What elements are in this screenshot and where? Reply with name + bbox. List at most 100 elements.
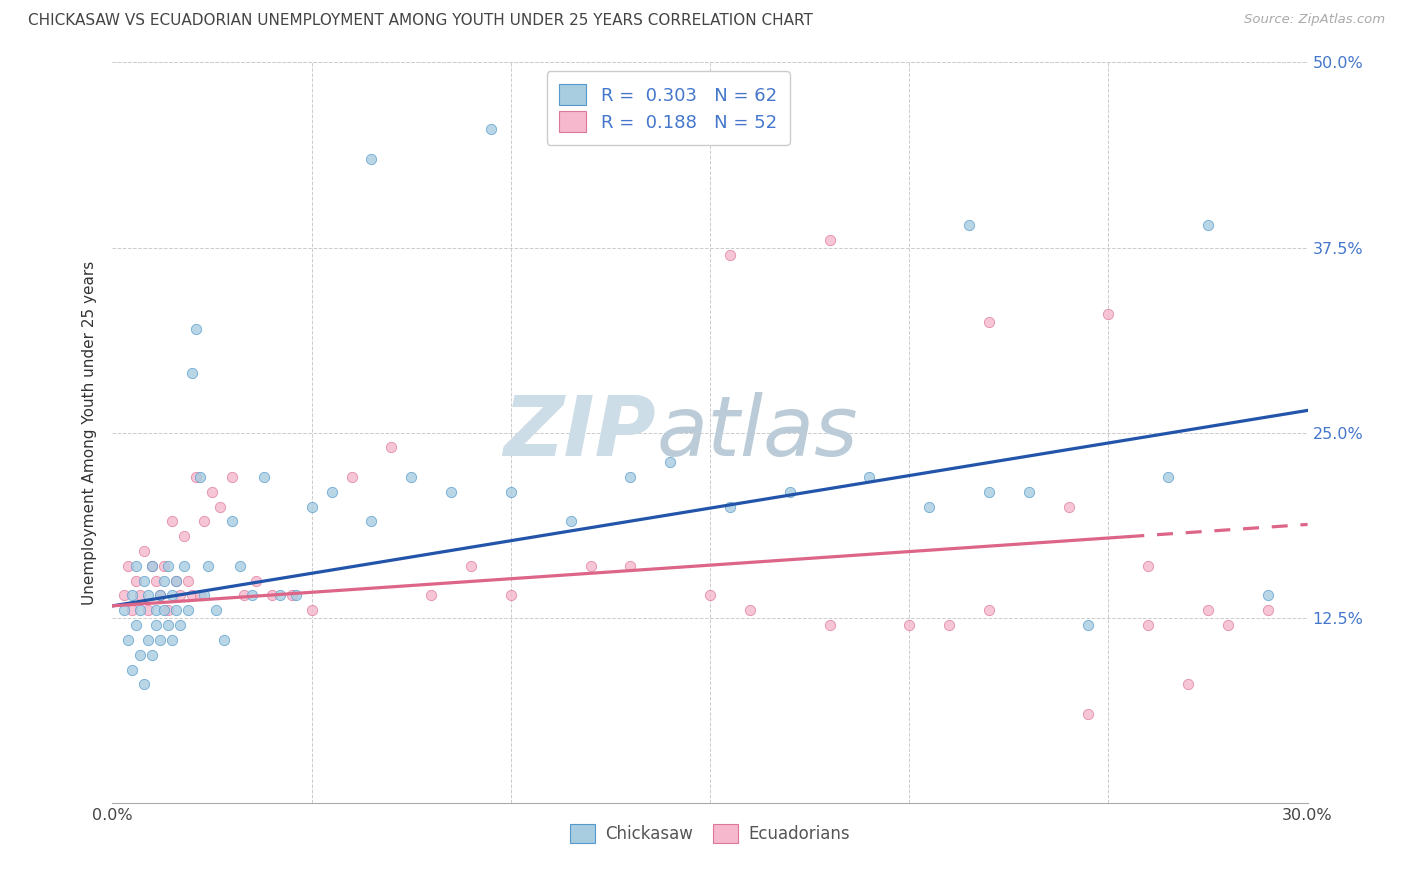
Point [138, 632, 160, 647]
Point [153, 558, 176, 573]
Point [149, 632, 172, 647]
Point [240, 589, 263, 603]
Point [129, 648, 152, 662]
Point [977, 314, 1000, 328]
Point [1197, 603, 1219, 617]
Point [162, 515, 183, 529]
Point [229, 558, 252, 573]
Point [699, 589, 721, 603]
Point [420, 589, 443, 603]
Point [619, 470, 641, 484]
Point [938, 618, 960, 632]
Point [153, 603, 176, 617]
Text: CHICKASAW VS ECUADORIAN UNEMPLOYMENT AMONG YOUTH UNDER 25 YEARS CORRELATION CHAR: CHICKASAW VS ECUADORIAN UNEMPLOYMENT AMO… [28, 13, 813, 29]
Point [1137, 618, 1160, 632]
Point [499, 484, 522, 499]
Point [281, 589, 304, 603]
Point [360, 515, 382, 529]
Point [205, 603, 228, 617]
Point [134, 544, 156, 558]
Point [165, 603, 187, 617]
Point [138, 603, 160, 617]
Point [738, 603, 761, 617]
Point [1257, 603, 1279, 617]
Point [401, 470, 423, 484]
Point [114, 603, 135, 617]
Point [858, 470, 880, 484]
Point [1257, 589, 1279, 603]
Point [188, 470, 211, 484]
Legend: Chickasaw, Ecuadorians: Chickasaw, Ecuadorians [564, 817, 856, 850]
Point [1057, 500, 1080, 514]
Point [173, 529, 195, 543]
Point [186, 322, 208, 336]
Point [149, 589, 172, 603]
Point [141, 558, 163, 573]
Point [177, 574, 200, 588]
Point [165, 574, 187, 588]
Point [1097, 307, 1119, 321]
Point [1197, 219, 1219, 233]
Point [177, 603, 200, 617]
Point [1018, 484, 1040, 499]
Point [114, 589, 135, 603]
Point [233, 589, 256, 603]
Point [157, 603, 180, 617]
Point [169, 618, 191, 632]
Point [141, 558, 163, 573]
Point [145, 574, 167, 588]
Point [157, 618, 180, 632]
Point [138, 589, 160, 603]
Point [284, 589, 307, 603]
Point [169, 589, 191, 603]
Point [121, 589, 143, 603]
Text: Source: ZipAtlas.com: Source: ZipAtlas.com [1244, 13, 1385, 27]
Point [221, 515, 243, 529]
Point [579, 558, 602, 573]
Point [153, 574, 176, 588]
Point [162, 589, 183, 603]
Point [1216, 618, 1239, 632]
Point [301, 603, 323, 617]
Point [898, 618, 921, 632]
Point [125, 574, 148, 588]
Point [212, 632, 235, 647]
Point [380, 441, 402, 455]
Point [245, 574, 267, 588]
Point [129, 589, 152, 603]
Text: ZIP: ZIP [503, 392, 657, 473]
Point [157, 558, 180, 573]
Point [121, 603, 143, 617]
Point [360, 152, 382, 166]
Point [560, 515, 582, 529]
Point [619, 558, 641, 573]
Point [718, 248, 741, 262]
Point [173, 558, 195, 573]
Y-axis label: Unemployment Among Youth under 25 years: Unemployment Among Youth under 25 years [82, 260, 97, 605]
Point [197, 558, 219, 573]
Point [253, 470, 276, 484]
Point [479, 122, 502, 136]
Point [188, 589, 211, 603]
Point [141, 648, 163, 662]
Point [145, 618, 167, 632]
Point [134, 574, 156, 588]
Point [779, 484, 801, 499]
Point [162, 632, 183, 647]
Point [117, 632, 139, 647]
Point [165, 574, 187, 588]
Point [460, 558, 482, 573]
Point [1077, 706, 1099, 721]
Point [440, 484, 463, 499]
Point [121, 663, 143, 677]
Point [125, 618, 148, 632]
Point [818, 233, 841, 247]
Point [260, 589, 283, 603]
Point [818, 618, 841, 632]
Point [134, 677, 156, 691]
Point [117, 558, 139, 573]
Text: atlas: atlas [657, 392, 858, 473]
Point [186, 470, 208, 484]
Point [221, 470, 243, 484]
Point [149, 589, 172, 603]
